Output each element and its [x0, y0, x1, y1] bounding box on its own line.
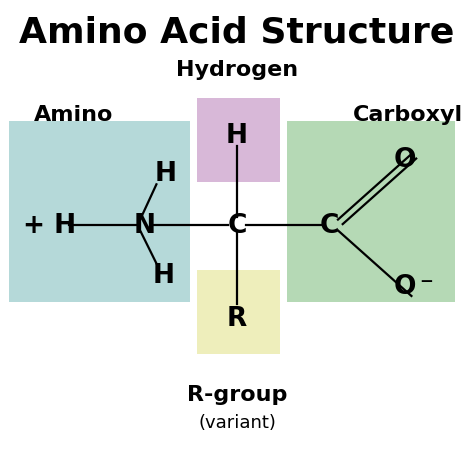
Text: (variant): (variant): [198, 413, 276, 431]
Text: + H: + H: [23, 212, 76, 239]
Text: ⁻: ⁻: [419, 273, 434, 299]
Text: R-group: R-group: [187, 385, 287, 405]
FancyBboxPatch shape: [197, 99, 280, 183]
Text: Amino: Amino: [34, 105, 113, 125]
Text: N: N: [134, 212, 155, 239]
Text: Hydrogen: Hydrogen: [176, 60, 298, 80]
Text: Amino Acid Structure: Amino Acid Structure: [19, 16, 455, 50]
Text: O: O: [394, 147, 417, 173]
Text: O: O: [394, 273, 417, 299]
Text: H: H: [153, 262, 174, 288]
Text: C: C: [228, 212, 246, 239]
Text: H: H: [226, 122, 248, 148]
FancyBboxPatch shape: [287, 122, 455, 302]
Text: Carboxyl: Carboxyl: [353, 105, 463, 125]
FancyBboxPatch shape: [197, 271, 280, 354]
Text: C: C: [320, 212, 339, 239]
FancyBboxPatch shape: [9, 122, 190, 302]
Text: R: R: [227, 305, 247, 331]
Text: H: H: [155, 161, 177, 187]
